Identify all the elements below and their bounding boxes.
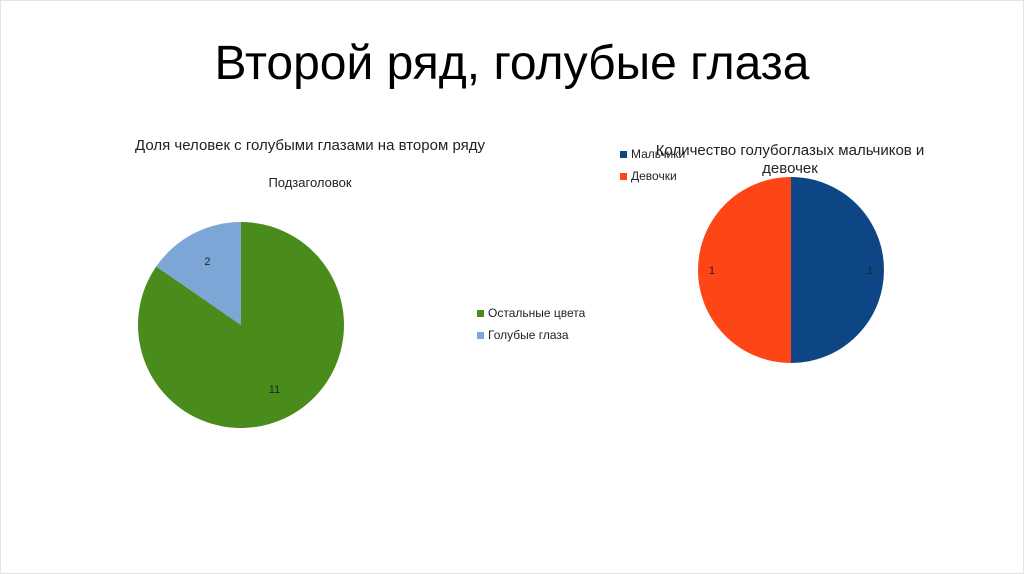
legend-label: Остальные цвета: [488, 306, 586, 320]
pie-data-label-1: 1: [709, 265, 715, 277]
chart-1-subtitle: Подзаголовок: [268, 175, 352, 190]
legend-item-girls: Девочки: [620, 165, 685, 187]
legend-label: Девочки: [631, 169, 677, 183]
chart-1-pie: 11 2: [138, 222, 344, 428]
legend-item-boys: Мальчики: [620, 143, 685, 165]
chart-2-title: Количество голубоглазых мальчиков и дево…: [655, 142, 925, 177]
legend-item-other-colors: Остальные цвета: [477, 302, 585, 324]
legend-swatch: [477, 309, 484, 317]
chart-1-legend: Остальные цвета Голубые глаза: [477, 302, 585, 346]
legend-swatch: [620, 150, 627, 158]
pie-slice-0: [791, 177, 884, 363]
pie-data-label-1: 2: [204, 256, 210, 268]
legend-label: Голубые глаза: [488, 328, 569, 342]
chart-1-title: Доля человек с голубыми глазами на второ…: [135, 137, 485, 154]
pie-slice-1: [698, 177, 791, 363]
pie-data-label-0: 11: [269, 384, 280, 396]
pie-slice-1: [156, 222, 241, 325]
pie-data-label-0: 1: [867, 265, 873, 277]
chart-2-legend: Мальчики Девочки: [620, 143, 685, 187]
legend-swatch: [477, 331, 484, 339]
legend-swatch: [620, 172, 627, 180]
legend-label: Мальчики: [631, 147, 686, 161]
slide-title: Второй ряд, голубые глаза: [214, 37, 810, 90]
legend-item-blue-eyes: Голубые глаза: [477, 324, 585, 346]
chart-2-pie: 11: [698, 177, 884, 363]
